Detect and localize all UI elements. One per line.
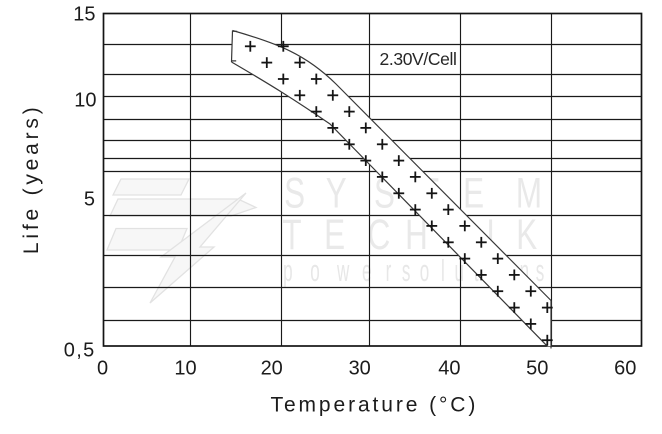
svg-text:C: C xyxy=(368,210,391,258)
svg-text:r: r xyxy=(386,254,392,289)
svg-text:2.30V/Cell: 2.30V/Cell xyxy=(380,49,457,69)
svg-text:Temperature (°C): Temperature (°C) xyxy=(271,394,479,417)
svg-text:M: M xyxy=(516,169,542,217)
svg-text:s: s xyxy=(536,254,545,289)
svg-text:s: s xyxy=(402,254,411,289)
svg-text:S: S xyxy=(284,169,305,217)
svg-text:0,5: 0,5 xyxy=(64,339,96,361)
svg-text:o: o xyxy=(310,254,319,289)
svg-text:10: 10 xyxy=(174,358,196,380)
svg-text:40: 40 xyxy=(438,358,460,380)
svg-text:5: 5 xyxy=(84,188,95,210)
svg-text:Life (years): Life (years) xyxy=(20,103,43,254)
svg-text:E: E xyxy=(324,210,345,258)
svg-text:o: o xyxy=(420,254,429,289)
svg-text:w: w xyxy=(336,254,350,289)
svg-text:E: E xyxy=(463,169,484,217)
svg-text:e: e xyxy=(362,254,371,289)
svg-text:Y: Y xyxy=(326,169,347,217)
svg-text:60: 60 xyxy=(614,358,636,380)
svg-text:I: I xyxy=(486,210,495,258)
svg-text:u: u xyxy=(454,254,463,289)
svg-text:30: 30 xyxy=(349,358,371,380)
svg-text:n: n xyxy=(520,254,529,289)
svg-text:l: l xyxy=(441,254,445,289)
svg-text:20: 20 xyxy=(261,358,283,380)
svg-text:H: H xyxy=(405,210,428,258)
svg-text:p: p xyxy=(283,254,292,289)
svg-text:10: 10 xyxy=(74,89,96,111)
svg-text:0: 0 xyxy=(97,358,108,380)
svg-text:15: 15 xyxy=(73,4,95,26)
svg-text:T: T xyxy=(282,210,301,258)
svg-text:K: K xyxy=(516,210,537,258)
svg-text:50: 50 xyxy=(526,358,548,380)
